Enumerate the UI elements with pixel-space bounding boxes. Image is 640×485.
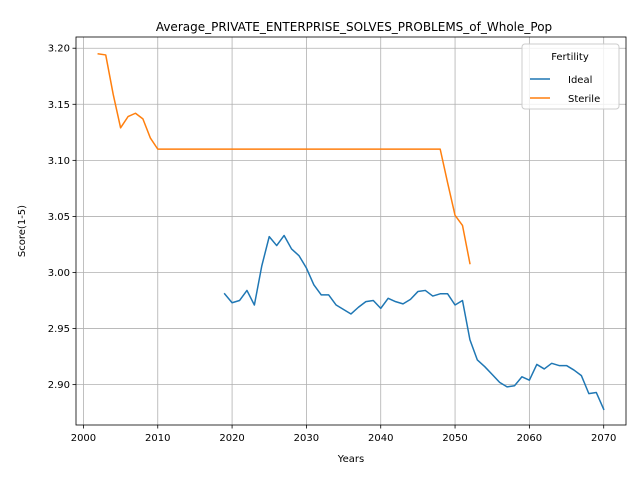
- plot-frame: [75, 36, 627, 426]
- x-tick-label: 2000: [71, 433, 96, 444]
- y-axis-label: Score(1-5): [17, 205, 28, 257]
- y-tick-label: 3.10: [48, 156, 70, 167]
- chart-title: Average_PRIVATE_ENTERPRISE_SOLVES_PROBLE…: [156, 20, 552, 34]
- x-tick-label: 2020: [219, 433, 244, 444]
- y-tick-label: 3.20: [48, 44, 70, 55]
- y-tick-label: 3.00: [48, 268, 70, 279]
- x-tick-label: 2030: [294, 433, 319, 444]
- x-tick-label: 2040: [368, 433, 393, 444]
- y-tick-label: 2.90: [48, 380, 70, 391]
- axis-ticks: 2000 2010 2020 2030 2040 2050 2060 2070 2.90 2.95…: [48, 44, 617, 444]
- x-tick-label: 2010: [145, 433, 170, 444]
- series-line-ideal: [223, 234, 605, 411]
- legend: Fertility Ideal Sterile: [521, 43, 620, 110]
- legend-frame: [521, 43, 620, 110]
- y-tick-label: 2.95: [48, 324, 70, 335]
- x-tick-label: 2060: [517, 433, 542, 444]
- legend-label-sterile: Sterile: [568, 94, 600, 105]
- x-tick-label: 2050: [442, 433, 467, 444]
- series-line-sterile: [97, 52, 471, 265]
- series-lines: [97, 52, 605, 411]
- legend-title: Fertility: [551, 52, 589, 63]
- legend-label-ideal: Ideal: [568, 75, 592, 86]
- x-tick-label: 2070: [591, 433, 616, 444]
- y-tick-label: 3.15: [48, 100, 70, 111]
- y-tick-label: 3.05: [48, 212, 70, 223]
- x-axis-label: Years: [337, 454, 364, 465]
